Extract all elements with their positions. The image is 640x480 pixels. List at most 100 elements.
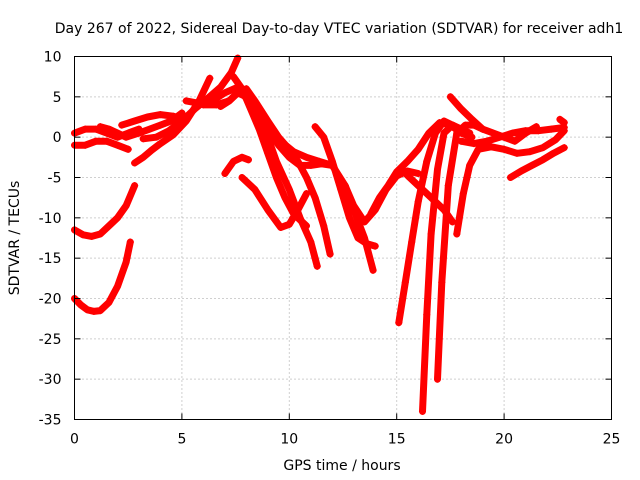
- data-point: [470, 140, 478, 148]
- data-point: [139, 153, 147, 161]
- series-arc-25: [453, 127, 568, 238]
- data-point: [165, 127, 173, 135]
- data-point: [103, 137, 111, 145]
- y-axis-label: SDTVAR / TECUs: [7, 181, 23, 296]
- data-point: [294, 157, 302, 165]
- data-point: [534, 127, 542, 135]
- data-point: [199, 101, 207, 109]
- data-point: [354, 234, 362, 242]
- x-tick-label: 0: [70, 432, 79, 448]
- data-point: [135, 129, 143, 137]
- x-tick-labels: 0 5 10 15 20 25: [70, 432, 620, 448]
- y-tick-label: 0: [53, 130, 62, 146]
- data-point: [148, 146, 156, 154]
- data-point: [360, 218, 368, 226]
- data-point: [507, 174, 515, 181]
- data-point: [79, 231, 87, 239]
- y-tick-label: -15: [39, 251, 62, 267]
- data-point: [277, 137, 285, 145]
- data-point: [556, 115, 564, 123]
- data-point: [307, 238, 315, 246]
- series-line: [71, 238, 134, 315]
- data-point: [560, 144, 568, 152]
- data-point: [131, 159, 139, 167]
- data-point: [440, 117, 448, 125]
- series-arc-14: [221, 153, 252, 177]
- data-point: [131, 117, 139, 125]
- data-point: [290, 148, 298, 156]
- data-point: [126, 238, 134, 246]
- data-point: [376, 194, 384, 202]
- data-point: [169, 131, 177, 139]
- data-point: [238, 89, 246, 97]
- data-point: [96, 230, 104, 238]
- data-point: [384, 182, 392, 190]
- series-line: [311, 123, 379, 250]
- axis-ticks: [74, 56, 612, 420]
- data-point: [414, 169, 422, 177]
- x-tick-label: 20: [495, 432, 513, 448]
- data-point: [229, 73, 237, 81]
- y-tick-labels: 10 5 0 -5 -10 -15 -20 -25 -30 -35: [39, 50, 62, 429]
- data-point: [131, 182, 139, 190]
- data-point: [96, 123, 104, 131]
- data-point: [517, 167, 525, 175]
- data-point: [489, 129, 497, 137]
- data-point: [92, 137, 100, 145]
- series-arc-26: [507, 144, 568, 181]
- data-point: [326, 250, 334, 258]
- data-point: [146, 125, 154, 133]
- data-point: [449, 121, 457, 129]
- data-point: [414, 198, 422, 206]
- data-point: [399, 167, 407, 175]
- data-point: [272, 174, 280, 181]
- data-point: [118, 121, 126, 129]
- x-tick-label: 25: [603, 432, 621, 448]
- series-arc-6: [118, 111, 186, 129]
- data-point: [238, 174, 246, 181]
- data-point: [418, 407, 426, 415]
- series-arc-2: [71, 137, 132, 153]
- series-arc-8: [139, 54, 242, 143]
- data-point: [90, 307, 98, 315]
- data-point: [302, 174, 310, 181]
- data-point: [345, 214, 353, 222]
- data-point: [453, 230, 461, 238]
- data-point: [251, 105, 259, 113]
- y-tick-label: 5: [53, 90, 62, 106]
- data-point: [427, 230, 435, 238]
- data-point: [431, 129, 439, 137]
- data-point: [500, 145, 508, 153]
- data-point: [77, 301, 85, 309]
- series-line: [507, 144, 568, 181]
- y-tick-label: -5: [48, 171, 62, 187]
- data-point: [81, 141, 89, 149]
- data-point: [547, 125, 555, 133]
- data-point: [311, 123, 319, 131]
- data-point: [423, 157, 431, 165]
- data-point: [408, 238, 416, 246]
- x-axis-label: GPS time / hours: [283, 458, 400, 474]
- data-point: [434, 165, 442, 173]
- chart-title: Day 267 of 2022, Sidereal Day-to-day VTE…: [55, 21, 623, 37]
- data-point: [328, 157, 336, 165]
- data-point: [313, 262, 321, 270]
- data-point: [446, 93, 454, 101]
- data-point: [414, 145, 422, 153]
- data-point: [341, 182, 349, 190]
- data-point: [83, 306, 91, 314]
- data-point: [113, 141, 121, 149]
- data-point: [459, 190, 467, 198]
- y-tick-label: -35: [39, 413, 62, 429]
- data-point: [457, 137, 465, 145]
- data-point: [511, 137, 519, 145]
- data-point: [468, 115, 476, 123]
- series-arc-3: [71, 182, 139, 240]
- data-point: [522, 127, 530, 135]
- data-point: [229, 157, 237, 165]
- data-point: [88, 232, 96, 240]
- data-point: [395, 319, 403, 327]
- data-point: [156, 111, 164, 119]
- data-point: [466, 161, 474, 169]
- x-tick-label: 15: [388, 432, 406, 448]
